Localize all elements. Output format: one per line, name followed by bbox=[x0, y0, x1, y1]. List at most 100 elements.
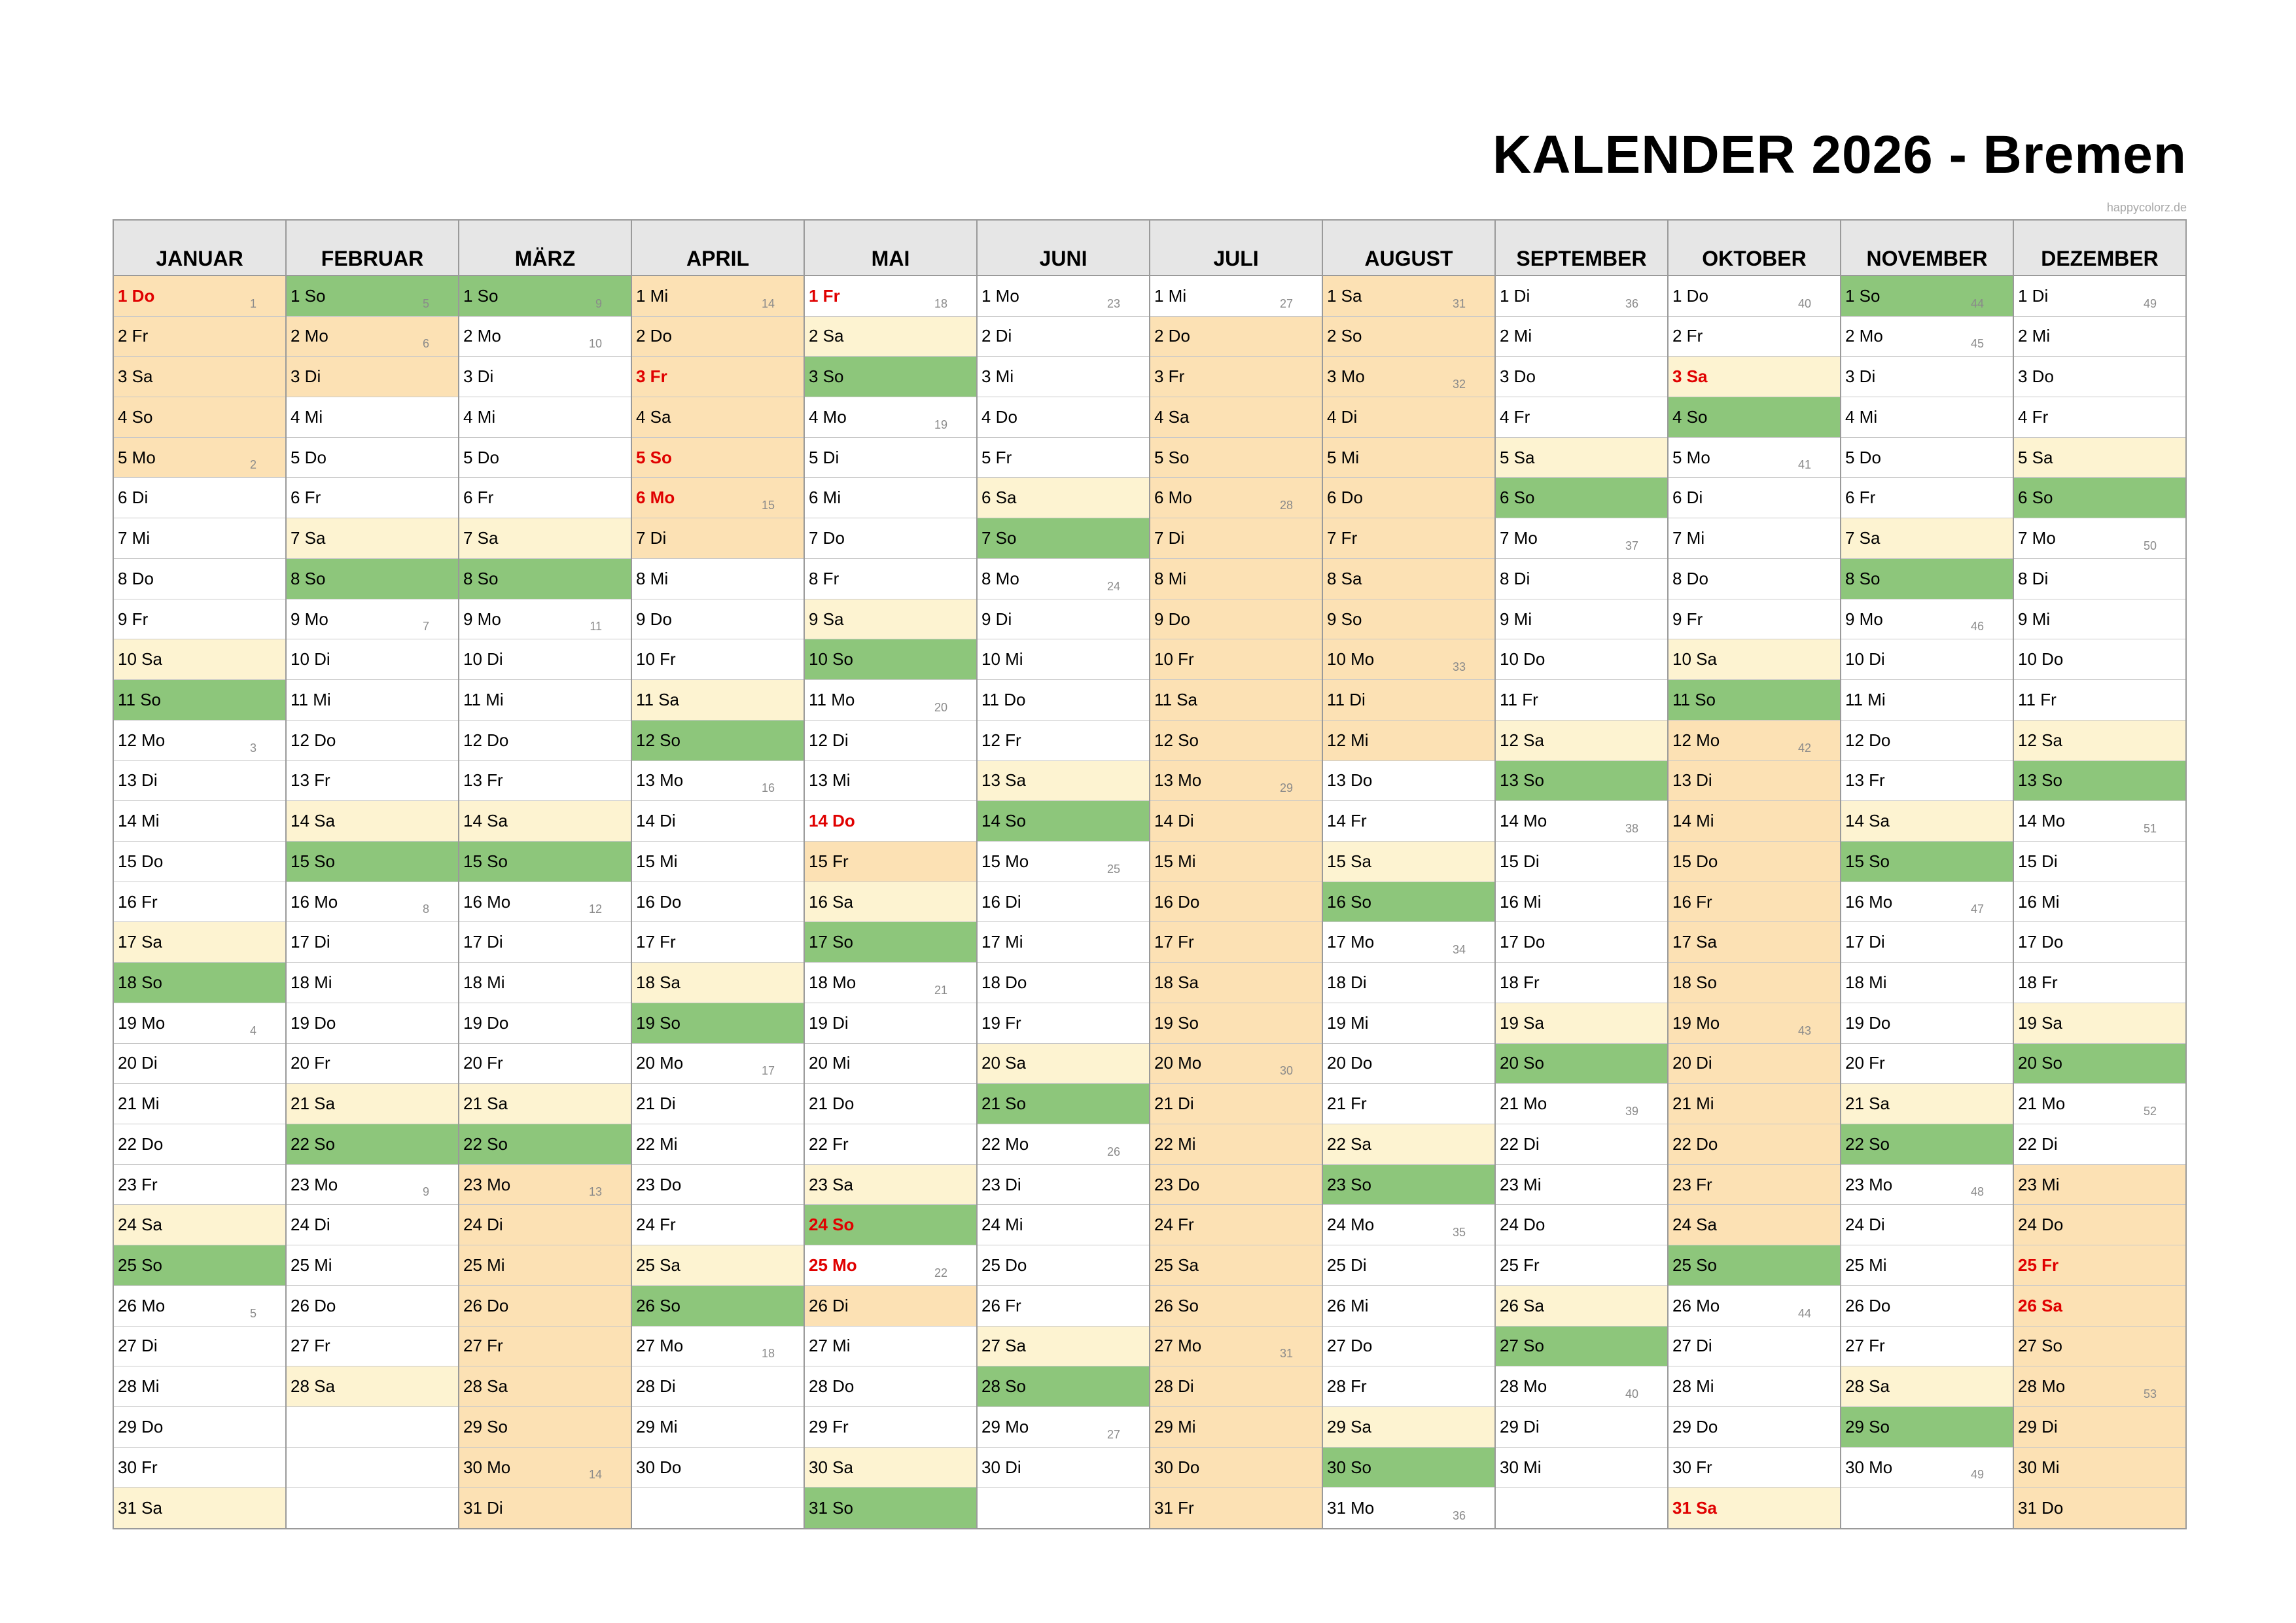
day-label: 2 Mi bbox=[2018, 326, 2051, 346]
day-cell: 10 Di bbox=[1841, 639, 2013, 681]
day-label: 10 Di bbox=[291, 649, 330, 669]
day-label: 5 Fr bbox=[981, 447, 1012, 467]
day-cell: 17 Mi bbox=[978, 922, 1149, 963]
day-label: 17 Do bbox=[1500, 932, 1545, 952]
day-label: 22 Sa bbox=[1327, 1133, 1371, 1154]
day-label: 16 Di bbox=[981, 891, 1021, 912]
day-label: 31 Fr bbox=[1154, 1497, 1194, 1518]
day-cell: 9 Mo 11 bbox=[459, 599, 631, 640]
day-cell: 12 Do bbox=[1841, 721, 2013, 761]
day-cell: 10 Fr bbox=[632, 639, 804, 681]
day-cell: 1 Di 36 bbox=[1496, 276, 1667, 317]
day-label: 14 Mo bbox=[1500, 811, 1547, 831]
day-label: 4 Sa bbox=[1154, 406, 1190, 427]
day-cell: 19 Do bbox=[287, 1003, 458, 1044]
day-cell: 19 Do bbox=[459, 1003, 631, 1044]
week-number: 50 bbox=[2143, 539, 2157, 552]
day-label: 23 Do bbox=[1154, 1174, 1200, 1194]
day-cell: 26 Fr bbox=[978, 1286, 1149, 1327]
day-cell: 10 Fr bbox=[1150, 639, 1322, 681]
day-label: 4 Do bbox=[981, 406, 1017, 427]
day-cell: 13 Mo 29 bbox=[1150, 760, 1322, 802]
day-label: 19 Do bbox=[1845, 1012, 1891, 1033]
day-label: 22 Mi bbox=[636, 1133, 678, 1154]
watermark: happycolorz.de bbox=[2106, 201, 2187, 214]
day-cell: 18 Fr bbox=[1496, 963, 1667, 1003]
holiday-label: 6 Mo bbox=[636, 488, 675, 508]
day-cell: 26 Do bbox=[1841, 1286, 2013, 1327]
day-cell: 24 Fr bbox=[1150, 1205, 1322, 1246]
day-label: 30 Mo bbox=[463, 1457, 511, 1477]
holiday-label: 31 Sa bbox=[1672, 1497, 1717, 1518]
day-cell: 15 So bbox=[459, 841, 631, 882]
day-label: 25 So bbox=[118, 1255, 162, 1275]
day-label: 19 Mo bbox=[118, 1012, 166, 1033]
day-cell: 23 So bbox=[1323, 1164, 1494, 1205]
day-cell: 6 Mo 28 bbox=[1150, 478, 1322, 519]
day-cell: 12 Di bbox=[805, 721, 976, 761]
holiday-label: 25 Fr bbox=[2018, 1255, 2059, 1275]
day-cell: 7 Di bbox=[1150, 518, 1322, 559]
day-cell: 5 So bbox=[1150, 437, 1322, 478]
day-cell: 20 Mi bbox=[805, 1044, 976, 1084]
day-label: 22 Di bbox=[1500, 1133, 1540, 1154]
day-cell: 30 Mo 49 bbox=[1841, 1448, 2013, 1488]
day-cell: 18 Mi bbox=[1841, 963, 2013, 1003]
day-label: 15 So bbox=[291, 851, 335, 871]
day-label: 4 Mi bbox=[1845, 406, 1878, 427]
day-cell: 13 Fr bbox=[287, 761, 458, 802]
day-label: 13 Mi bbox=[809, 770, 851, 791]
day-cell: 20 So bbox=[1496, 1043, 1667, 1084]
day-cell: 27 Di bbox=[114, 1327, 285, 1367]
day-cell: 28 So bbox=[978, 1366, 1149, 1408]
day-cell: 14 Fr bbox=[1323, 801, 1494, 842]
day-label: 5 Di bbox=[809, 447, 839, 467]
day-label: 17 Di bbox=[291, 932, 330, 952]
day-label: 18 So bbox=[1672, 972, 1717, 992]
day-label: 25 Mi bbox=[1845, 1255, 1887, 1275]
day-label: 12 Do bbox=[463, 730, 509, 750]
day-cell: 10 Do bbox=[2014, 639, 2185, 681]
day-cell: 30 Mi bbox=[2014, 1447, 2185, 1488]
day-cell: 21 Sa bbox=[459, 1084, 631, 1124]
day-label: 23 Mi bbox=[1500, 1174, 1542, 1194]
day-cell: 3 Di bbox=[459, 357, 631, 398]
day-cell: 19 Mo 43 bbox=[1669, 1003, 1840, 1044]
day-cell: 1 So 5 bbox=[287, 276, 458, 317]
week-number: 9 bbox=[422, 1185, 429, 1199]
day-cell: 6 Mo 15 bbox=[632, 478, 804, 519]
day-label: 28 Fr bbox=[1327, 1376, 1367, 1397]
day-label: 29 Di bbox=[1500, 1416, 1540, 1436]
day-label: 2 So bbox=[1327, 326, 1362, 346]
day-label: 6 So bbox=[2018, 488, 2053, 508]
day-label: 30 Mo bbox=[1845, 1457, 1893, 1477]
day-cell: 20 Fr bbox=[287, 1044, 458, 1084]
day-label: 26 Di bbox=[809, 1295, 849, 1315]
day-cell: 13 Do bbox=[1323, 761, 1494, 802]
day-label: 6 Mi bbox=[809, 488, 841, 508]
day-label: 21 Fr bbox=[1327, 1094, 1367, 1114]
day-cell: 17 Do bbox=[1496, 922, 1667, 963]
day-label: 12 Mi bbox=[1327, 730, 1369, 750]
day-label: 14 Sa bbox=[1845, 811, 1890, 831]
day-label: 1 Sa bbox=[1327, 285, 1362, 306]
day-cell: 11 Mi bbox=[1841, 680, 2013, 721]
day-cell: 18 So bbox=[114, 963, 285, 1003]
day-cell: 2 Do bbox=[1150, 316, 1322, 357]
day-cell: 13 Di bbox=[1669, 760, 1840, 802]
day-label: 30 Do bbox=[636, 1457, 682, 1477]
day-label: 11 Fr bbox=[1500, 689, 1538, 709]
day-cell: 7 Do bbox=[805, 518, 976, 559]
day-cell: 9 Fr bbox=[114, 599, 285, 640]
day-cell: 31 Di bbox=[459, 1488, 631, 1529]
day-cell: 12 Fr bbox=[978, 721, 1149, 761]
day-label: 23 Mo bbox=[291, 1174, 338, 1194]
day-label: 13 Do bbox=[1327, 770, 1373, 791]
week-number: 43 bbox=[1797, 1024, 1811, 1037]
week-number: 33 bbox=[1452, 660, 1466, 674]
day-cell: 23 Mo 48 bbox=[1841, 1165, 2013, 1205]
week-number: 21 bbox=[934, 983, 947, 997]
day-label: 15 Mi bbox=[636, 851, 678, 871]
week-number: 27 bbox=[1106, 1427, 1120, 1441]
day-label: 11 Mi bbox=[291, 689, 331, 709]
